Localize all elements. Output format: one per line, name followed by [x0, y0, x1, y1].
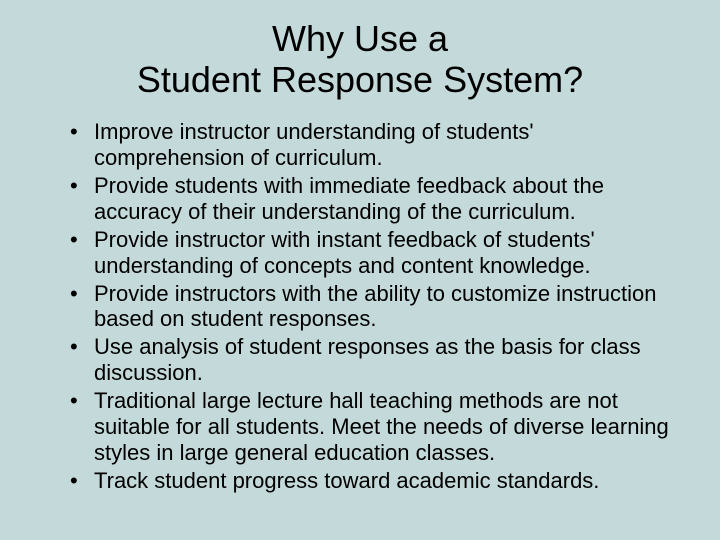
- list-item: Use analysis of student responses as the…: [70, 334, 670, 386]
- list-item: Track student progress toward academic s…: [70, 468, 670, 494]
- slide: Why Use a Student Response System? Impro…: [0, 0, 720, 540]
- list-item: Provide instructors with the ability to …: [70, 281, 670, 333]
- bullet-text: Provide instructor with instant feedback…: [94, 227, 595, 278]
- bullet-list: Improve instructor understanding of stud…: [40, 119, 680, 494]
- bullet-text: Traditional large lecture hall teaching …: [94, 388, 669, 465]
- list-item: Traditional large lecture hall teaching …: [70, 388, 670, 466]
- bullet-text: Track student progress toward academic s…: [94, 468, 599, 493]
- slide-title: Why Use a Student Response System?: [40, 18, 680, 101]
- title-line-2: Student Response System?: [137, 59, 583, 100]
- bullet-text: Provide instructors with the ability to …: [94, 281, 656, 332]
- list-item: Provide students with immediate feedback…: [70, 173, 670, 225]
- list-item: Improve instructor understanding of stud…: [70, 119, 670, 171]
- title-line-1: Why Use a: [272, 18, 448, 59]
- bullet-text: Improve instructor understanding of stud…: [94, 119, 534, 170]
- bullet-text: Use analysis of student responses as the…: [94, 334, 641, 385]
- list-item: Provide instructor with instant feedback…: [70, 227, 670, 279]
- bullet-text: Provide students with immediate feedback…: [94, 173, 604, 224]
